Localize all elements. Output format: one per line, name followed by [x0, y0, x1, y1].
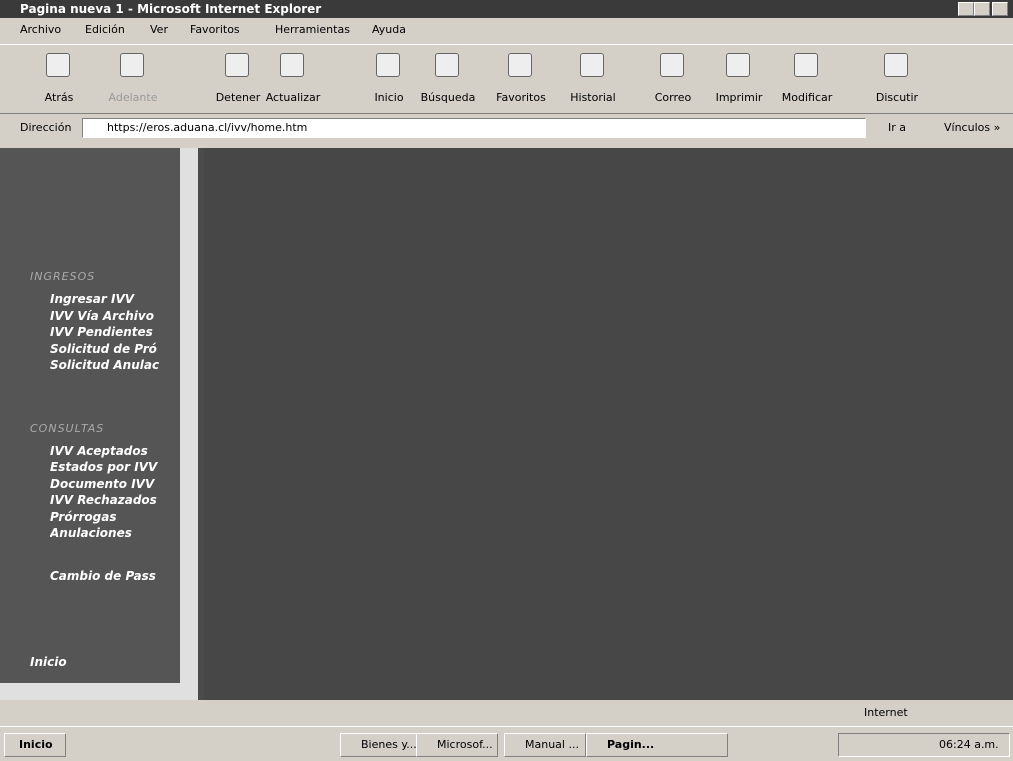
maximize-button[interactable]: [974, 2, 990, 16]
toolbar-label: Búsqueda: [415, 91, 481, 104]
toolbar-button[interactable]: Inicio: [356, 49, 422, 107]
task-label: Bienes y...: [361, 738, 417, 751]
toolbar-button[interactable]: Búsqueda: [415, 49, 481, 107]
toolbar-icon: [580, 53, 604, 77]
toolbar-icon: [46, 53, 70, 77]
toolbar-icon: [120, 53, 144, 77]
toolbar-button[interactable]: Correo: [640, 49, 706, 107]
menu-item[interactable]: Favoritos: [190, 23, 240, 36]
toolbar-icon: [376, 53, 400, 77]
sidebar-frame: INGRESOS Ingresar IVV IVV Vía Archivo IVV P…: [0, 148, 180, 700]
toolbar-icon: [508, 53, 532, 77]
start-label: Inicio: [19, 738, 53, 751]
nav-link[interactable]: Ingresar IVV: [50, 292, 180, 306]
toolbar-label: Actualizar: [260, 91, 326, 104]
nav-link[interactable]: IVV Aceptados: [50, 444, 180, 458]
toolbar-label: Atrás: [26, 91, 92, 104]
toolbar-label: Favoritos: [488, 91, 554, 104]
close-button[interactable]: [992, 2, 1008, 16]
menu-item[interactable]: Archivo: [20, 23, 61, 36]
menu-item[interactable]: Ayuda: [372, 23, 406, 36]
menu-item[interactable]: Herramientas: [275, 23, 350, 36]
address-label: Dirección: [20, 121, 71, 134]
toolbar-button[interactable]: Adelante: [100, 49, 166, 107]
menu-item[interactable]: Ver: [150, 23, 168, 36]
nav-link[interactable]: Prórrogas: [50, 510, 180, 524]
toolbar-label: Adelante: [100, 91, 166, 104]
browser-window: Pagina nueva 1 - Microsoft Internet Expl…: [0, 0, 1013, 760]
nav-link[interactable]: Solicitud Anulac: [50, 358, 180, 372]
section-heading: INGRESOS: [30, 270, 95, 283]
toolbar-button[interactable]: Historial: [560, 49, 626, 107]
toolbar-button[interactable]: Actualizar: [260, 49, 326, 107]
address-bar: Dirección https://eros.aduana.cl/ivv/hom…: [0, 116, 1013, 140]
toolbar-icon: [225, 53, 249, 77]
window-title: Pagina nueva 1 - Microsoft Internet Expl…: [20, 2, 321, 16]
nav-link[interactable]: Solicitud de Pró: [50, 342, 180, 356]
toolbar-label: Correo: [640, 91, 706, 104]
menu-item[interactable]: Edición: [85, 23, 125, 36]
nav-link[interactable]: IVV Rechazados: [50, 493, 180, 507]
nav-link[interactable]: Cambio de Pass: [50, 569, 180, 583]
task-button[interactable]: Pagin...: [586, 733, 728, 757]
address-url: https://eros.aduana.cl/ivv/home.htm: [107, 121, 307, 134]
nav-link[interactable]: Estados por IVV: [50, 460, 180, 474]
toolbar-label: Imprimir: [706, 91, 772, 104]
section-heading: CONSULTAS: [30, 422, 104, 435]
scrollbar[interactable]: [180, 148, 198, 683]
toolbar-button[interactable]: Favoritos: [488, 49, 554, 107]
links-button[interactable]: Vínculos »: [944, 121, 1000, 134]
nav-link[interactable]: IVV Pendientes: [50, 325, 180, 339]
start-button[interactable]: Inicio: [4, 733, 66, 757]
nav-link[interactable]: IVV Vía Archivo: [50, 309, 180, 323]
toolbar-icon: [884, 53, 908, 77]
task-label: Manual ...: [525, 738, 579, 751]
toolbar-label: Inicio: [356, 91, 422, 104]
nav-link[interactable]: Inicio: [30, 655, 160, 669]
toolbar-icon: [660, 53, 684, 77]
toolbar-button[interactable]: Modificar: [774, 49, 840, 107]
menu-bar: Archivo Edición Ver Favoritos Herramientas Ay…: [0, 20, 1013, 40]
toolbar-icon: [794, 53, 818, 77]
address-field[interactable]: https://eros.aduana.cl/ivv/home.htm: [82, 118, 866, 138]
task-button[interactable]: Microsof...: [416, 733, 498, 757]
toolbar-icon: [726, 53, 750, 77]
status-zone: Internet: [864, 706, 908, 719]
toolbar-button[interactable]: Imprimir: [706, 49, 772, 107]
toolbar-icon: [280, 53, 304, 77]
clock: 06:24 a.m.: [939, 738, 999, 751]
task-label: Microsof...: [437, 738, 493, 751]
nav-link[interactable]: Anulaciones: [50, 526, 180, 540]
toolbar-label: Modificar: [774, 91, 840, 104]
h-scrollbar[interactable]: [0, 683, 198, 700]
toolbar-button[interactable]: Discutir: [864, 49, 930, 107]
toolbar-button[interactable]: Atrás: [26, 49, 92, 107]
content-area: INGRESOS Ingresar IVV IVV Vía Archivo IVV P…: [0, 148, 1013, 700]
nav-link[interactable]: Documento IVV: [50, 477, 180, 491]
task-button[interactable]: Manual ...: [504, 733, 586, 757]
tray: 06:24 a.m.: [838, 733, 1010, 757]
taskbar: Inicio 06:24 a.m. Bienes y... Microsof...…: [0, 726, 1013, 761]
toolbar-icon: [435, 53, 459, 77]
task-label: Pagin...: [607, 738, 654, 751]
toolbar-label: Discutir: [864, 91, 930, 104]
title-bar: Pagina nueva 1 - Microsoft Internet Expl…: [0, 0, 1013, 18]
task-button[interactable]: Bienes y...: [340, 733, 422, 757]
minimize-button[interactable]: [958, 2, 974, 16]
go-button[interactable]: Ir a: [888, 121, 906, 134]
main-frame: [204, 148, 1013, 700]
status-bar: Internet: [0, 703, 1013, 721]
toolbar-label: Historial: [560, 91, 626, 104]
